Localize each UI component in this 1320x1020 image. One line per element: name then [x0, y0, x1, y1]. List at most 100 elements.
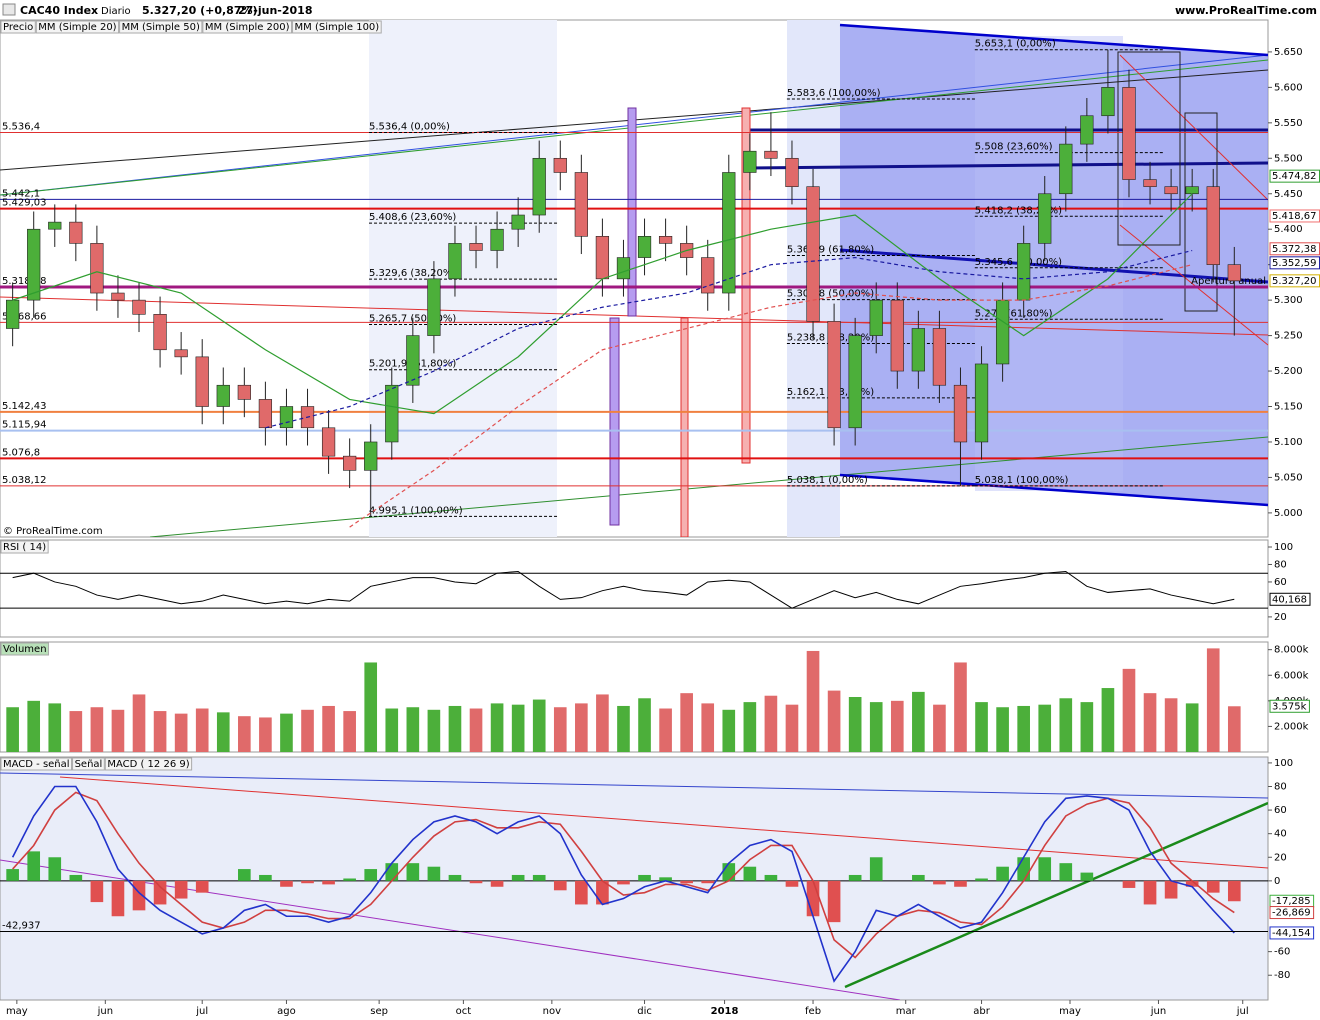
- plot-area: -42,937: [0, 785, 1268, 983]
- histogram-bar: [680, 880, 693, 884]
- volume-bar: [996, 707, 1009, 752]
- candle-body: [406, 335, 420, 386]
- volume-bar: [174, 713, 188, 752]
- candle-body: [616, 257, 631, 280]
- volume-bar: [511, 704, 525, 752]
- label: Precio: [3, 22, 33, 33]
- plot-area: 5.536,4 5.442,15.429,03 5.318,48 Apertura a…: [0, 39, 1268, 528]
- volume-bar: [722, 709, 736, 752]
- y-tick-label: 100: [1274, 758, 1293, 769]
- volume-bar: [1206, 648, 1220, 752]
- trendline: [1119, 54, 1268, 201]
- volume-bar: [1038, 704, 1052, 752]
- y-tick-label: 5.300: [1274, 295, 1303, 306]
- volume-bar: [1227, 706, 1241, 752]
- candle-body: [1059, 143, 1073, 195]
- candle-body: [890, 299, 904, 372]
- candle-body: [427, 278, 441, 336]
- candle-body: [258, 399, 273, 429]
- trendline: [0, 859, 901, 1000]
- y-tick-label: 20: [1274, 612, 1287, 623]
- trendline: [59, 776, 1268, 869]
- volume-bar: [912, 691, 925, 752]
- volume-bar: [764, 695, 778, 752]
- candle-body: [722, 172, 736, 294]
- label-box: [0, 642, 50, 656]
- macd-line: [11, 785, 1235, 983]
- fib-label: 5.038,1 (0,00%): [787, 475, 868, 486]
- histogram-bar: [322, 880, 335, 885]
- y-tick-label: 5.000: [1274, 508, 1303, 519]
- histogram-bar: [659, 877, 672, 881]
- level-label: 5.536,4: [2, 121, 40, 132]
- trendline: [744, 161, 1268, 170]
- volume-bar: [575, 703, 588, 752]
- volume-bar: [869, 702, 883, 752]
- x-tick-label: nov: [543, 1006, 561, 1017]
- trendline: [844, 801, 1268, 989]
- candle-body: [595, 236, 610, 280]
- channel-edge: [839, 473, 1268, 507]
- candle-body: [701, 257, 715, 294]
- histogram-bar: [195, 880, 209, 893]
- x-tick-label: 2018: [711, 1006, 739, 1017]
- x-tick-label: mar: [896, 1006, 917, 1017]
- candle-body: [1143, 179, 1157, 187]
- label: MM (Simple 20): [38, 22, 116, 33]
- histogram-bar: [996, 866, 1009, 881]
- volume-bar: [1080, 702, 1094, 752]
- volume-bar: [195, 708, 209, 752]
- x-tick-label: may: [1059, 1006, 1081, 1017]
- volume-bar: [1143, 693, 1157, 752]
- site: www.ProRealTime.com: [1175, 4, 1317, 17]
- last-value-box: [1269, 592, 1311, 606]
- histogram-bar: [933, 880, 946, 885]
- candle-body: [1227, 264, 1241, 282]
- candle-body: [1080, 115, 1094, 145]
- last-value-box: [1269, 926, 1315, 940]
- level-label: 5.038,12: [2, 475, 47, 486]
- candle-body: [469, 243, 483, 251]
- y-tick-label: 5.600: [1274, 82, 1303, 93]
- x-tick-label: jul: [1236, 1006, 1249, 1017]
- histogram-bar: [869, 857, 883, 881]
- marker-bar: [627, 107, 637, 317]
- label: Señal: [75, 759, 103, 770]
- fib-label: 5.038,1 (100,00%): [975, 475, 1069, 486]
- label-box: [35, 20, 120, 34]
- fib-label: 5.508 (23,60%): [975, 142, 1053, 153]
- candle-body: [553, 157, 567, 173]
- histogram-bar: [1122, 880, 1136, 888]
- level-label: 5.076,8: [2, 447, 40, 458]
- volume-bar: [280, 713, 293, 752]
- label-box: [0, 540, 49, 554]
- candle-body: [111, 292, 125, 301]
- fib-label: 5.329,6 (38,20%): [369, 268, 456, 279]
- candle-body: [385, 384, 399, 443]
- label: MM (Simple 200): [205, 22, 290, 33]
- candle-body: [827, 321, 841, 429]
- zone: [975, 36, 1123, 491]
- level-note: Apertura anual: [1191, 276, 1266, 287]
- histogram-bar: [954, 880, 967, 887]
- fib-label: 5.536,4 (0,00%): [369, 121, 450, 132]
- label: RSI ( 14): [3, 542, 46, 553]
- volume-bar: [69, 711, 83, 752]
- level-label: 5.429,03: [2, 198, 47, 209]
- trendline: [149, 436, 1268, 537]
- candle-body: [1206, 186, 1220, 265]
- menu-icon[interactable]: [2, 3, 16, 16]
- y-tick-label: 5.650: [1274, 47, 1303, 58]
- candle-body: [848, 335, 862, 429]
- volume-bar: [490, 703, 504, 752]
- candle-body: [321, 427, 336, 457]
- macd-panel: [0, 756, 1269, 1001]
- candle-body: [343, 455, 357, 471]
- y-tick-label: 5.450: [1274, 189, 1303, 200]
- histogram-bar: [1185, 880, 1199, 887]
- label-box: [0, 757, 73, 771]
- y-tick-label: 5.250: [1274, 331, 1303, 342]
- histogram-bar: [1164, 880, 1178, 899]
- x-tick-label: sep: [370, 1006, 388, 1017]
